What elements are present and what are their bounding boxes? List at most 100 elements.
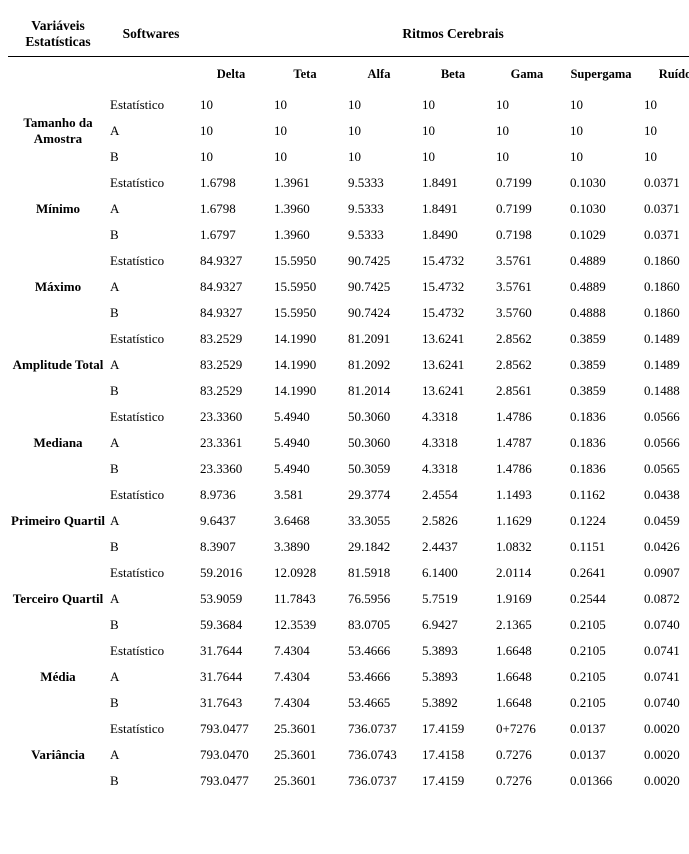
data-cell: 0.0371 (638, 222, 689, 248)
table-row: Tamanho da AmostraEstatístico10101010101… (8, 92, 689, 118)
software-label: A (108, 586, 194, 612)
table-row: MedianaEstatístico23.33605.494050.30604.… (8, 404, 689, 430)
data-cell: 90.7425 (342, 274, 416, 300)
data-cell: 0.0371 (638, 170, 689, 196)
table-row: B23.33605.494050.30594.33181.47860.18360… (8, 456, 689, 482)
variable-name: Primeiro Quartil (8, 482, 108, 560)
software-label: B (108, 456, 194, 482)
data-cell: 0.0020 (638, 716, 689, 742)
data-cell: 1.6648 (490, 638, 564, 664)
data-cell: 59.3684 (194, 612, 268, 638)
data-cell: 5.4940 (268, 404, 342, 430)
table-row: A23.33615.494050.30604.33181.47870.18360… (8, 430, 689, 456)
data-cell: 59.2016 (194, 560, 268, 586)
data-cell: 0.0566 (638, 430, 689, 456)
data-cell: 13.6241 (416, 378, 490, 404)
data-cell: 15.4732 (416, 300, 490, 326)
data-cell: 0.4889 (564, 248, 638, 274)
data-cell: 10 (194, 92, 268, 118)
data-cell: 3.5761 (490, 248, 564, 274)
data-cell: 15.5950 (268, 248, 342, 274)
data-cell: 1.1493 (490, 482, 564, 508)
col-gama: Gama (490, 56, 564, 92)
data-cell: 90.7424 (342, 300, 416, 326)
data-cell: 0.0459 (638, 508, 689, 534)
data-cell: 2.4437 (416, 534, 490, 560)
data-cell: 0.1224 (564, 508, 638, 534)
data-cell: 7.4304 (268, 690, 342, 716)
software-label: B (108, 768, 194, 794)
data-cell: 10 (416, 92, 490, 118)
data-cell: 83.2529 (194, 326, 268, 352)
data-cell: 1.1629 (490, 508, 564, 534)
data-cell: 1.4787 (490, 430, 564, 456)
data-cell: 0.0137 (564, 742, 638, 768)
data-cell: 3.6468 (268, 508, 342, 534)
data-cell: 1.3960 (268, 196, 342, 222)
variable-name: Terceiro Quartil (8, 560, 108, 638)
data-cell: 31.7644 (194, 664, 268, 690)
data-cell: 81.2014 (342, 378, 416, 404)
data-cell: 76.5956 (342, 586, 416, 612)
data-cell: 0.1489 (638, 352, 689, 378)
data-cell: 736.0737 (342, 768, 416, 794)
data-cell: 5.3893 (416, 638, 490, 664)
data-cell: 793.0477 (194, 716, 268, 742)
data-cell: 0.7276 (490, 742, 564, 768)
data-cell: 0.3859 (564, 326, 638, 352)
data-cell: 0.4889 (564, 274, 638, 300)
data-cell: 0.1030 (564, 196, 638, 222)
data-cell: 15.5950 (268, 300, 342, 326)
data-cell: 1.4786 (490, 456, 564, 482)
data-cell: 0.0740 (638, 690, 689, 716)
data-cell: 10 (638, 144, 689, 170)
data-cell: 0.0741 (638, 638, 689, 664)
data-cell: 1.9169 (490, 586, 564, 612)
data-cell: 13.6241 (416, 352, 490, 378)
software-label: B (108, 144, 194, 170)
data-cell: 12.0928 (268, 560, 342, 586)
software-label: B (108, 300, 194, 326)
data-cell: 14.1990 (268, 326, 342, 352)
data-cell: 81.2091 (342, 326, 416, 352)
header-variaveis: Variáveis Estatísticas (8, 12, 108, 56)
data-cell: 29.3774 (342, 482, 416, 508)
data-cell: 736.0743 (342, 742, 416, 768)
data-cell: 0.1488 (638, 378, 689, 404)
software-label: Estatístico (108, 404, 194, 430)
table-row: B10101010101010 (8, 144, 689, 170)
data-cell: 29.1842 (342, 534, 416, 560)
data-cell: 25.3601 (268, 742, 342, 768)
data-cell: 23.3360 (194, 404, 268, 430)
table-row: Primeiro QuartilEstatístico8.97363.58129… (8, 482, 689, 508)
col-supergama: Supergama (564, 56, 638, 92)
data-cell: 8.9736 (194, 482, 268, 508)
software-label: Estatístico (108, 248, 194, 274)
data-cell: 2.8561 (490, 378, 564, 404)
data-cell: 10 (342, 92, 416, 118)
data-cell: 0.1860 (638, 248, 689, 274)
data-cell: 0.4888 (564, 300, 638, 326)
data-cell: 6.9427 (416, 612, 490, 638)
software-label: B (108, 534, 194, 560)
data-cell: 3.5761 (490, 274, 564, 300)
data-cell: 0.7198 (490, 222, 564, 248)
col-teta: Teta (268, 56, 342, 92)
data-cell: 793.0470 (194, 742, 268, 768)
data-cell: 10 (564, 92, 638, 118)
data-cell: 10 (416, 118, 490, 144)
data-cell: 33.3055 (342, 508, 416, 534)
data-cell: 17.4159 (416, 768, 490, 794)
variable-name: Amplitude Total (8, 326, 108, 404)
data-cell: 12.3539 (268, 612, 342, 638)
data-cell: 15.5950 (268, 274, 342, 300)
data-cell: 5.7519 (416, 586, 490, 612)
software-label: Estatístico (108, 170, 194, 196)
data-cell: 0.1860 (638, 300, 689, 326)
data-cell: 0.0907 (638, 560, 689, 586)
data-cell: 2.8562 (490, 352, 564, 378)
data-cell: 10 (268, 144, 342, 170)
data-cell: 0.0438 (638, 482, 689, 508)
data-cell: 84.9327 (194, 248, 268, 274)
data-cell: 53.4666 (342, 638, 416, 664)
